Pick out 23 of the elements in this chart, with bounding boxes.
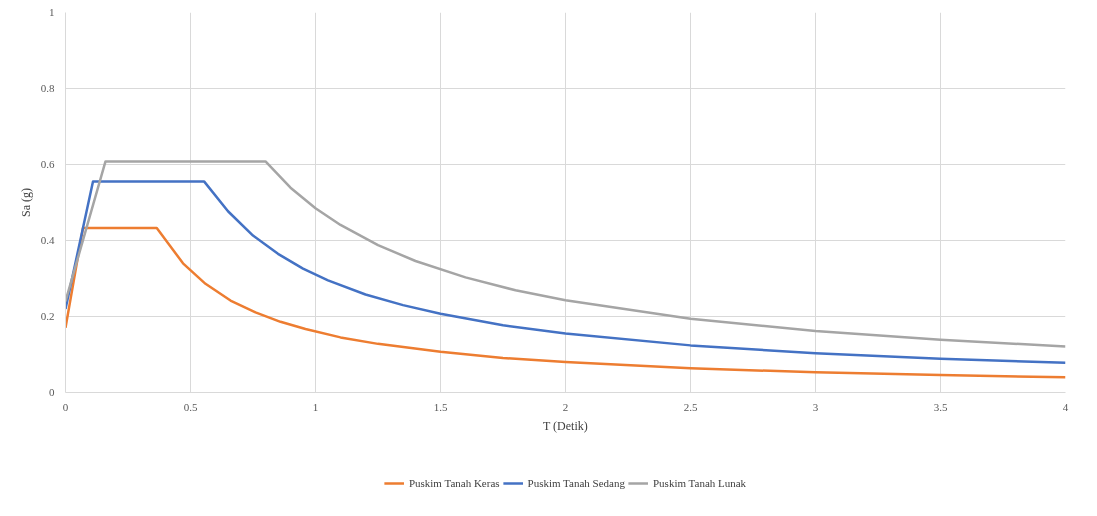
line-series: [65, 180, 1066, 365]
x-tick-label: 4: [1062, 400, 1069, 413]
x-tick-label: 0.5: [183, 400, 198, 413]
x-tick-label: 1.5: [433, 400, 448, 413]
x-tick-label: 3.5: [933, 400, 948, 413]
x-tick-label: 1: [312, 400, 319, 413]
x-tick-label: 2.5: [683, 400, 698, 413]
y-tick-label: 0.8: [40, 82, 55, 94]
line-series: [65, 160, 1066, 348]
x-tick-label: 3: [812, 400, 819, 413]
x-axis-title: T (Detik): [543, 418, 588, 433]
y-tick-label: 0.6: [40, 158, 55, 170]
line-series: [65, 226, 1066, 379]
y-tick-label: 0.2: [40, 310, 55, 322]
y-tick-label: 1: [49, 6, 55, 18]
x-tick-label: 0: [62, 400, 69, 413]
y-axis-title: Sa (g): [18, 188, 33, 217]
y-tick-label: 0: [49, 386, 55, 398]
x-tick-label: 2: [562, 400, 569, 413]
legend-label: Puskim Tanah Keras: [408, 476, 500, 489]
legend-label: Puskim Tanah Lunak: [652, 476, 747, 489]
legend-label: Puskim Tanah Sedang: [527, 476, 625, 489]
y-tick-label: 0.4: [40, 234, 55, 246]
